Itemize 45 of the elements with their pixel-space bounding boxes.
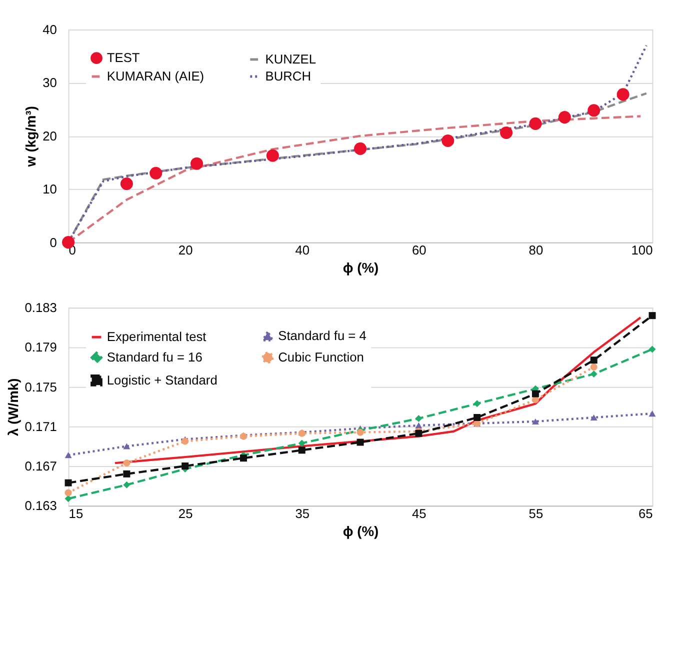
point: [266, 149, 279, 162]
point: [190, 157, 204, 170]
x-tick-label: 35: [295, 506, 310, 521]
x-axis-title: ϕ (%): [342, 522, 379, 539]
y-tick-label: 40: [42, 22, 57, 37]
y-tick-label: 30: [42, 75, 57, 90]
y-tick-label: 0.183: [24, 300, 57, 316]
x-tick-label: 15: [68, 506, 84, 521]
legend-label: Logistic + Standard: [106, 372, 218, 388]
point: [354, 142, 367, 155]
y-tick-label: 10: [42, 182, 57, 197]
x-tick-label: 65: [638, 506, 653, 521]
x-axis-title: ϕ (%): [342, 260, 379, 276]
point: [120, 178, 133, 190]
x-tick-label: 45: [412, 506, 426, 521]
point: [442, 134, 454, 147]
point: [616, 88, 630, 101]
point: [558, 111, 571, 124]
x-tick-label: 40: [295, 242, 310, 258]
x-tick-label: 20: [178, 242, 193, 258]
y-axis-title: w (kg/m³): [22, 106, 39, 168]
point: [150, 166, 162, 180]
y-tick-label: 0.163: [24, 498, 57, 514]
x-tick-label: 80: [528, 242, 544, 258]
x-tick-label: 60: [412, 242, 426, 258]
point: [588, 104, 600, 117]
y-axis-title: λ (W/mk): [4, 378, 21, 436]
legend-label: Cubic Function: [278, 350, 364, 365]
legend-label: KUNZEL: [265, 51, 316, 66]
y-tick-label: 0.179: [24, 340, 57, 355]
x-tick-label: 100: [631, 242, 653, 258]
point: [500, 126, 513, 139]
legend-label: Standard fu = 16: [106, 350, 202, 365]
legend-label: KUMARAN (AIE): [106, 68, 204, 84]
legend-label: TEST: [106, 50, 140, 66]
x-tick-label: 25: [178, 506, 193, 521]
point: [529, 117, 542, 130]
y-tick-label: 0.175: [24, 379, 57, 394]
y-tick-label: 20: [42, 128, 57, 144]
y-tick-label: 0.167: [24, 458, 57, 474]
legend-label: BURCH: [265, 68, 311, 84]
legend-label: Experimental test: [106, 329, 207, 344]
x-tick-label: 55: [528, 506, 544, 521]
y-tick-label: 0.171: [24, 418, 57, 434]
legend-label: Standard fu = 4: [278, 328, 366, 344]
